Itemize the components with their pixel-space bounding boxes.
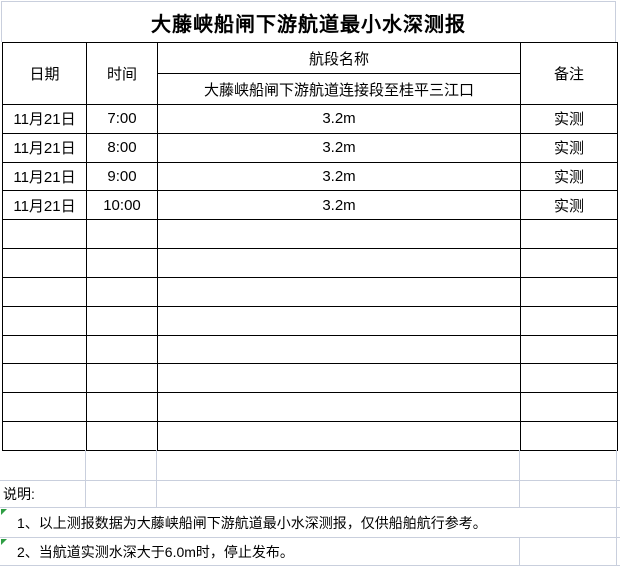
header-time[interactable]: 时间 <box>86 42 158 105</box>
empty-cell[interactable] <box>2 334 87 365</box>
date-cell[interactable]: 11月21日 <box>2 190 87 221</box>
header-segment-name[interactable]: 大藤峡船闸下游航道连接段至桂平三江口 <box>157 73 521 105</box>
empty-table-row <box>2 392 618 423</box>
empty-cell[interactable] <box>86 248 158 278</box>
header-segment[interactable]: 航段名称 <box>157 42 521 74</box>
table-row: 11月21日 9:00 3.2m 实测 <box>2 161 618 192</box>
depth-cell[interactable]: 3.2m <box>157 104 521 134</box>
date-cell[interactable]: 11月21日 <box>2 104 87 134</box>
empty-cell[interactable] <box>520 363 618 394</box>
blank-grid-row <box>0 450 620 481</box>
empty-cell[interactable] <box>157 421 521 451</box>
empty-cell[interactable] <box>2 363 87 394</box>
empty-cell[interactable] <box>2 276 87 307</box>
error-flag-icon <box>1 509 7 515</box>
remark-cell[interactable]: 实测 <box>520 104 618 134</box>
empty-cell[interactable] <box>86 276 158 307</box>
empty-cell[interactable] <box>520 450 617 480</box>
empty-cell[interactable] <box>157 248 521 278</box>
depth-cell[interactable]: 3.2m <box>157 132 521 163</box>
empty-cell[interactable] <box>86 334 158 365</box>
remark-cell[interactable]: 实测 <box>520 132 618 163</box>
empty-table-row <box>2 305 618 336</box>
empty-cell[interactable] <box>86 450 157 480</box>
empty-cell[interactable] <box>157 392 521 423</box>
empty-table-row <box>2 334 618 365</box>
empty-cell[interactable] <box>2 305 87 336</box>
empty-cell[interactable] <box>86 219 158 250</box>
empty-cell[interactable] <box>86 392 158 423</box>
empty-cell[interactable] <box>520 481 617 507</box>
empty-cell[interactable] <box>520 248 618 278</box>
notes-label-cell[interactable]: 说明: <box>0 481 86 507</box>
empty-cell[interactable] <box>2 219 87 250</box>
notes-label-row: 说明: <box>0 481 620 508</box>
empty-cell[interactable] <box>157 450 520 480</box>
note-1-cell[interactable]: 1、以上测报数据为大藤峡船闸下游航道最小水深测报，仅供船舶航行参考。 <box>0 508 617 537</box>
empty-cell[interactable] <box>0 450 86 480</box>
empty-cell[interactable] <box>520 421 618 451</box>
empty-cell[interactable] <box>86 481 157 507</box>
table-row: 11月21日 8:00 3.2m 实测 <box>2 132 618 163</box>
empty-cell[interactable] <box>520 219 618 250</box>
remark-cell[interactable]: 实测 <box>520 190 618 221</box>
empty-table-row <box>2 363 618 394</box>
empty-cell[interactable] <box>520 305 618 336</box>
note-row: 1、以上测报数据为大藤峡船闸下游航道最小水深测报，仅供船舶航行参考。 <box>0 508 620 538</box>
depth-cell[interactable]: 3.2m <box>157 161 521 192</box>
empty-cell[interactable] <box>157 481 520 507</box>
empty-cell[interactable] <box>157 219 521 250</box>
error-flag-icon <box>1 539 7 545</box>
empty-table-row <box>2 248 618 278</box>
table-row: 11月21日 10:00 3.2m 实测 <box>2 190 618 221</box>
empty-cell[interactable] <box>86 421 158 451</box>
empty-cell[interactable] <box>157 305 521 336</box>
empty-cell[interactable] <box>2 421 87 451</box>
empty-cell[interactable] <box>157 334 521 365</box>
header-row: 日期 时间 航段名称 备注 <box>2 42 618 105</box>
time-cell[interactable]: 7:00 <box>86 104 158 134</box>
empty-table-row <box>2 276 618 307</box>
time-cell[interactable]: 8:00 <box>86 132 158 163</box>
empty-cell[interactable] <box>2 248 87 278</box>
report-title-cell[interactable]: 大藤峡船闸下游航道最小水深测报 <box>1 1 616 42</box>
empty-cell[interactable] <box>157 363 521 394</box>
note-row: 2、当航道实测水深大于6.0m时，停止发布。 <box>0 538 620 566</box>
empty-cell[interactable] <box>86 363 158 394</box>
empty-cell[interactable] <box>157 276 521 307</box>
time-cell[interactable]: 9:00 <box>86 161 158 192</box>
date-cell[interactable]: 11月21日 <box>2 161 87 192</box>
empty-table-row <box>2 421 618 451</box>
empty-cell[interactable] <box>2 392 87 423</box>
subheader-row: 大藤峡船闸下游航道连接段至桂平三江口 <box>3 73 618 105</box>
empty-cell[interactable] <box>520 334 618 365</box>
depth-cell[interactable]: 3.2m <box>157 190 521 221</box>
time-cell[interactable]: 10:00 <box>86 190 158 221</box>
empty-cell[interactable] <box>520 276 618 307</box>
empty-cell[interactable] <box>520 392 618 423</box>
empty-table-row <box>2 219 618 250</box>
empty-cell[interactable] <box>86 305 158 336</box>
header-date[interactable]: 日期 <box>2 42 87 105</box>
report-table: 日期 时间 航段名称 备注 大藤峡船闸下游航道连接段至桂平三江口 11月21日 … <box>2 42 618 451</box>
date-cell[interactable]: 11月21日 <box>2 132 87 163</box>
note-2-cell[interactable]: 2、当航道实测水深大于6.0m时，停止发布。 <box>0 538 520 565</box>
empty-cell[interactable] <box>520 538 617 565</box>
remark-cell[interactable]: 实测 <box>520 161 618 192</box>
header-remark[interactable]: 备注 <box>520 42 618 105</box>
table-row: 11月21日 7:00 3.2m 实测 <box>2 104 618 134</box>
